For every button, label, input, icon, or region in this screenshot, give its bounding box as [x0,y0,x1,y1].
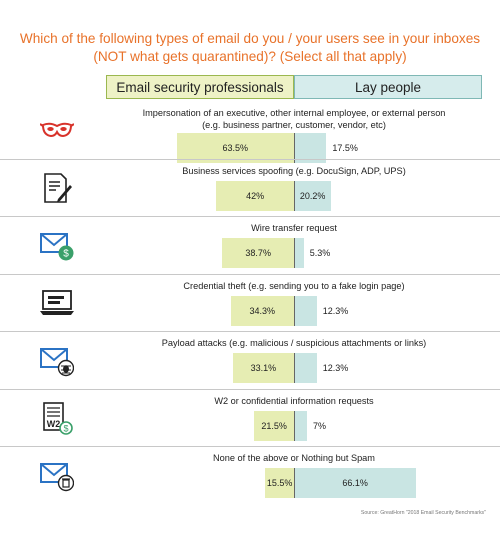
bar-lay-people [294,133,327,163]
mask-icon [39,113,75,147]
svg-text:$: $ [63,249,69,260]
value-label-lay-people: 7% [312,420,326,431]
row-divider [0,331,500,332]
envelope-bug-icon [40,343,75,377]
category-label: Payload attacks (e.g. malicious / suspic… [161,338,427,348]
value-label-professionals: 63.5% [222,143,249,153]
bar-professionals [254,410,294,441]
bar-lay-people [294,353,317,383]
value-label-professionals: 42% [246,190,265,201]
envelope-trash-icon [40,458,75,492]
center-axis-line [294,353,295,383]
category-label: Business services spoofing (e.g. DocuSig… [182,165,406,176]
category-label: Impersonation of an executive, other int… [142,108,446,118]
svg-text:W2: W2 [47,419,61,429]
value-label-lay-people: 66.1% [342,478,368,488]
legend-professionals: Email security professionals [106,75,294,99]
category-label: W2 or confidential information requests [214,395,374,406]
svg-text:$: $ [63,423,68,433]
value-label-professionals: 15.5% [266,478,293,488]
value-label-professionals: 33.1% [250,363,277,373]
row-divider [0,273,500,275]
bar-professionals [176,133,294,163]
center-axis-line [294,410,295,441]
row-divider [0,388,500,390]
center-axis-line [294,238,295,268]
value-label-lay-people: 12.3% [322,363,349,373]
value-label-lay-people: 5.3% [309,248,331,258]
bar-lay-people [294,468,417,498]
category-label: None of the above or Nothing but Spam [213,453,375,463]
category-label-line2: (e.g. business partner, customer, vendor… [202,120,386,130]
value-label-professionals: 34.3% [249,305,276,316]
document-pen-icon [40,171,74,205]
row-divider [0,446,500,447]
legend-lay-people: Lay people [294,75,482,99]
category-label: Credential theft (e.g. sending you to a … [183,280,405,291]
chart-title: Which of the following types of email do… [0,30,500,66]
laptop-login-icon [40,286,74,320]
bar-professionals [216,180,294,211]
envelope-money-icon: $ [40,228,74,262]
value-label-professionals: 38.7% [245,248,271,258]
w2-form-icon: W2 $ [40,401,74,435]
bar-professionals [265,468,294,498]
center-axis-line [294,133,295,163]
center-axis-line [294,468,295,498]
bar-lay-people [294,410,307,441]
value-label-professionals: 21.5% [261,420,287,431]
value-label-lay-people: 17.5% [332,143,358,153]
bar-professionals [232,353,294,383]
value-label-lay-people: 20.2% [299,190,326,201]
center-axis-line [294,295,295,326]
value-label-lay-people: 12.3% [322,305,349,316]
source-note: Source: GreatHorn "2018 Email Security B… [360,510,486,516]
bar-professionals [222,238,294,268]
bar-lay-people [294,295,317,326]
bar-professionals [230,295,294,326]
category-label: Wire transfer request [251,223,337,233]
chart-title-line1: Which of the following types of email do… [19,31,481,46]
center-axis-line [294,180,295,211]
bar-lay-people [294,180,332,211]
chart-title-line2: (NOT what gets quarantined)? (Select all… [93,49,407,64]
row-divider [0,216,500,217]
row-divider [0,158,500,160]
bar-lay-people [294,238,304,268]
